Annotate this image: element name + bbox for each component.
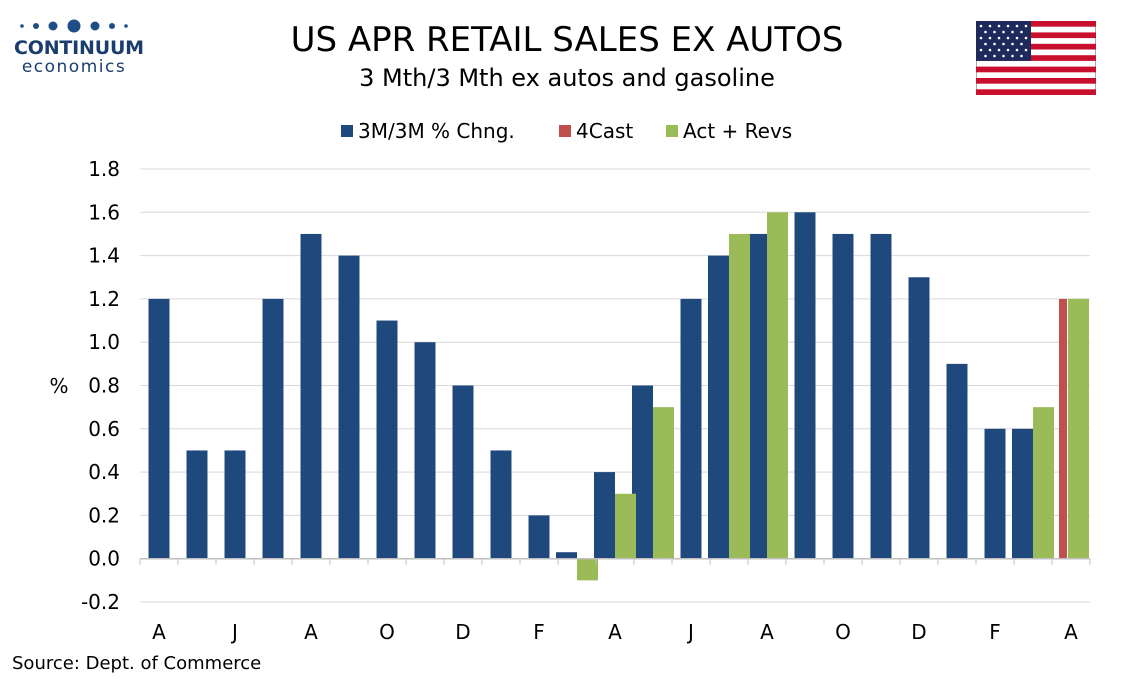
bar-act-revs: [615, 493, 636, 559]
y-tick-label: 0.8: [88, 374, 120, 398]
x-tick-label: O: [379, 620, 395, 644]
bar-act-revs: [767, 212, 788, 559]
continuum-economics-logo: CONTINUUM economics: [14, 14, 144, 77]
bar-act-revs: [1068, 298, 1089, 559]
axes: 1.8 1.6 1.4 1.2 1.0 0.8 0.6 0.4 0.2 0.0 -0.2% A J A O D…: [49, 157, 1091, 644]
bar-chng: [794, 212, 816, 559]
chart-title: US APR RETAIL SALES EX AUTOS: [290, 20, 844, 60]
x-tick-label: F: [533, 620, 545, 644]
bar-chng: [186, 450, 208, 559]
bar-act-revs: [653, 407, 674, 559]
legend-label: 4Cast: [576, 119, 633, 143]
y-tick-label: 0.0: [88, 547, 120, 571]
bar-chng: [870, 233, 892, 559]
y-tick-label: 1.8: [88, 157, 120, 181]
legend-swatch: [341, 125, 353, 137]
bar-chng: [984, 428, 1006, 559]
bar-chng: [832, 233, 854, 559]
bar-4cast: [1059, 298, 1067, 559]
bar-chng: [490, 450, 512, 559]
bar-chng: [338, 255, 360, 559]
bar-chng: [946, 363, 968, 559]
y-tick-label: 1.0: [88, 330, 120, 354]
bar-chng: [556, 552, 577, 559]
x-tick-label: O: [835, 620, 851, 644]
y-axis-label: %: [49, 374, 68, 398]
bar-chng: [908, 277, 930, 559]
x-tick-label: A: [152, 620, 166, 644]
x-tick-label: J: [686, 620, 694, 644]
us-flag-icon: [976, 21, 1096, 95]
y-tick-label: -0.2: [81, 590, 120, 614]
chart-subtitle: 3 Mth/3 Mth ex autos and gasoline: [359, 64, 775, 92]
y-tick-label: 1.6: [88, 200, 120, 224]
bar-act-revs: [577, 558, 598, 581]
logo-dots-icon: [20, 19, 128, 33]
bar-act-revs: [1033, 407, 1054, 559]
legend-label: Act + Revs: [683, 119, 792, 143]
bar-chng: [594, 472, 615, 559]
x-tick-label: A: [304, 620, 318, 644]
x-tick-label: D: [455, 620, 470, 644]
bar-chng: [414, 342, 436, 559]
bar-chng: [708, 255, 729, 559]
x-tick-label: A: [608, 620, 622, 644]
x-tick-label: J: [230, 620, 238, 644]
bar-chng: [224, 450, 246, 559]
bar-chng: [1012, 428, 1033, 559]
legend-swatch: [559, 125, 571, 137]
y-tick-label: 0.6: [88, 417, 120, 441]
logo-name: CONTINUUM: [14, 37, 144, 59]
x-tick-label: F: [989, 620, 1001, 644]
bar-chng: [262, 298, 284, 559]
bar-chng: [680, 298, 702, 559]
x-tick-label: A: [1064, 620, 1078, 644]
source-note: Source: Dept. of Commerce: [12, 653, 262, 674]
logo-subtitle: economics: [21, 57, 127, 77]
bars: [148, 212, 1089, 581]
bar-chng: [148, 298, 170, 559]
legend: 3M/3M % Chng. 4Cast Act + Revs: [341, 119, 792, 143]
bar-chng: [376, 320, 398, 559]
bar-chng: [746, 233, 767, 559]
legend-label: 3M/3M % Chng.: [358, 119, 515, 143]
legend-swatch: [666, 125, 678, 137]
x-tick-label: D: [911, 620, 926, 644]
y-tick-label: 0.2: [88, 503, 120, 527]
y-tick-label: 1.4: [88, 244, 120, 268]
bar-chng: [528, 515, 550, 559]
y-tick-label: 0.4: [88, 460, 120, 484]
bar-chng: [452, 385, 474, 559]
bar-chng: [632, 385, 653, 559]
x-tick-label: A: [760, 620, 774, 644]
bar-chng: [300, 233, 322, 559]
bar-act-revs: [729, 233, 750, 559]
y-tick-label: 1.2: [88, 287, 120, 311]
